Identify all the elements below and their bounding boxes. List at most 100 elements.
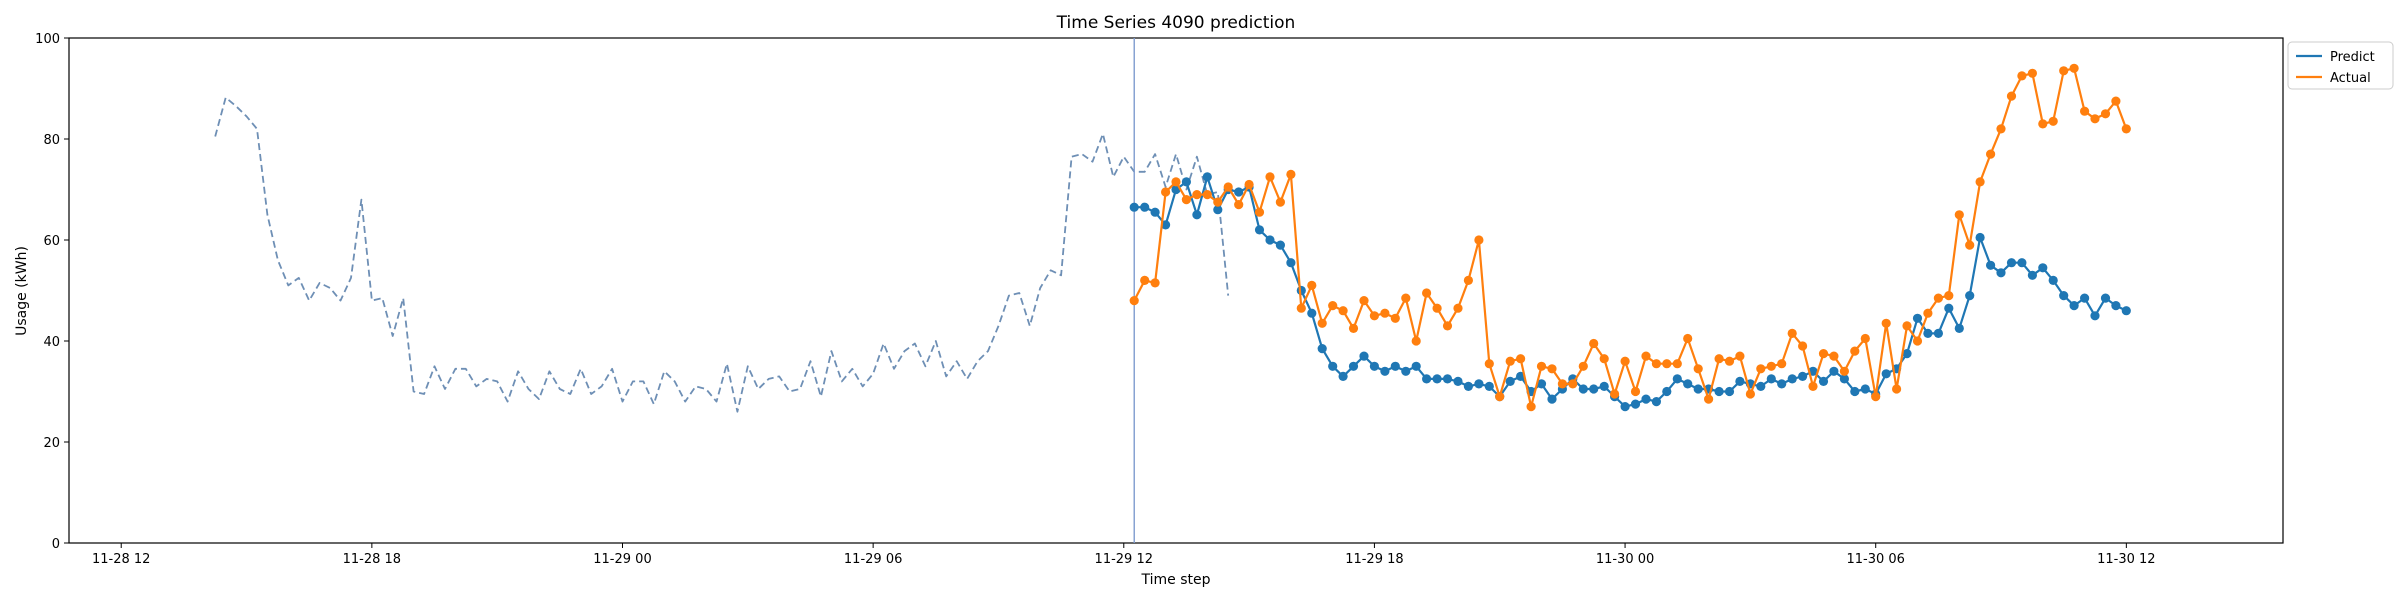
- predict-point: [1328, 361, 1338, 371]
- actual-point: [1171, 177, 1181, 187]
- predict-point: [1453, 376, 1463, 386]
- actual-point: [1724, 356, 1735, 366]
- actual-point: [2027, 68, 2037, 78]
- actual-point: [1912, 336, 1923, 346]
- predict-point: [1422, 374, 1432, 384]
- actual-point: [1140, 275, 1150, 285]
- predict-point: [2006, 258, 2017, 268]
- x-tick-label: 11-30 06: [1846, 552, 1904, 567]
- actual-point: [1557, 379, 1567, 389]
- actual-point: [2059, 66, 2069, 76]
- actual-point: [2080, 106, 2090, 116]
- actual-point: [1150, 278, 1160, 288]
- actual-point: [1495, 392, 1505, 402]
- predict-point: [1881, 369, 1891, 379]
- actual-point: [1892, 384, 1902, 394]
- predict-point: [2090, 311, 2100, 321]
- actual-point: [1348, 323, 1359, 333]
- actual-point: [1568, 379, 1578, 389]
- actual-point: [1683, 333, 1693, 344]
- chart-title: Time Series 4090 prediction: [1056, 13, 1296, 33]
- predict-point: [1818, 376, 1829, 386]
- y-tick-label: 60: [43, 234, 60, 249]
- actual-point: [1516, 354, 1526, 364]
- actual-point: [1547, 364, 1557, 374]
- predict-point: [1181, 177, 1191, 187]
- predict-point: [1589, 384, 1599, 394]
- actual-point: [1766, 361, 1776, 371]
- actual-point: [1996, 124, 2006, 134]
- predict-point: [1965, 291, 1975, 301]
- predict-point: [1150, 207, 1160, 217]
- predict-point: [1620, 402, 1630, 412]
- predict-point: [1401, 366, 1411, 376]
- actual-point: [1954, 210, 1964, 220]
- actual-point: [1798, 341, 1808, 351]
- actual-point: [1181, 195, 1191, 205]
- predict-point: [1975, 232, 1985, 243]
- actual-point: [1484, 359, 1494, 369]
- predict-point: [1777, 379, 1787, 389]
- actual-point: [1213, 197, 1223, 207]
- predict-point: [2027, 270, 2037, 280]
- predict-point: [1161, 220, 1171, 230]
- actual-point: [1902, 321, 1912, 331]
- plot-area: 0 20 40 60 80 100 11-28 12 11-28 18 11-29 00 11-2…: [35, 32, 2284, 567]
- predict-point: [1463, 381, 1473, 391]
- actual-point: [1317, 318, 1327, 328]
- x-tick-label: 11-29 00: [593, 552, 651, 567]
- predict-point: [1578, 384, 1588, 394]
- predict-point: [1986, 260, 1996, 270]
- actual-point: [1672, 359, 1682, 369]
- legend-label-actual: Actual: [2330, 71, 2371, 86]
- actual-point: [1610, 389, 1620, 399]
- actual-point: [1422, 288, 1432, 298]
- y-tick-label: 40: [43, 335, 60, 350]
- actual-point: [2069, 63, 2079, 73]
- predict-point: [1693, 384, 1703, 394]
- predict-point: [1766, 374, 1776, 384]
- predict-point: [1390, 361, 1400, 371]
- actual-point: [1286, 169, 1296, 179]
- y-tick-label: 20: [43, 436, 60, 451]
- actual-point: [1390, 313, 1400, 323]
- predict-point: [1432, 374, 1442, 384]
- actual-point: [1933, 293, 1943, 303]
- actual-point: [1359, 296, 1369, 306]
- history-line: [214, 96, 1230, 413]
- legend: Predict Actual: [2287, 41, 2394, 90]
- plot-frame: [68, 37, 2284, 544]
- actual-point: [1129, 296, 1139, 306]
- predict-point: [1944, 303, 1954, 313]
- predict-point: [1860, 384, 1870, 394]
- predict-point: [1933, 328, 1943, 338]
- predict-point: [1202, 172, 1212, 182]
- actual-point: [1871, 392, 1881, 402]
- x-tick-label: 11-29 12: [1095, 552, 1153, 567]
- predict-point: [1850, 386, 1860, 397]
- actual-point: [1599, 354, 1609, 364]
- predict-point: [2121, 306, 2131, 316]
- predict-point: [1829, 366, 1839, 376]
- actual-point: [1620, 356, 1630, 366]
- predict-point: [1798, 371, 1808, 381]
- predict-line: [1134, 175, 2127, 408]
- predict-point: [1735, 376, 1745, 386]
- actual-point: [1161, 187, 1171, 197]
- predict-point: [1380, 366, 1390, 376]
- actual-point: [1589, 338, 1599, 349]
- actual-point: [1380, 308, 1390, 318]
- predict-point: [1599, 381, 1609, 391]
- actual-point: [1735, 351, 1745, 361]
- actual-point: [1714, 354, 1724, 364]
- actual-point: [1432, 303, 1442, 313]
- predict-point: [1317, 344, 1327, 354]
- actual-point: [2111, 96, 2121, 106]
- actual-point: [1829, 351, 1839, 361]
- actual-point: [1745, 389, 1755, 399]
- predict-point: [1996, 268, 2006, 278]
- predict-point: [1714, 386, 1724, 397]
- actual-point: [1536, 361, 1547, 371]
- actual-point: [1944, 291, 1954, 301]
